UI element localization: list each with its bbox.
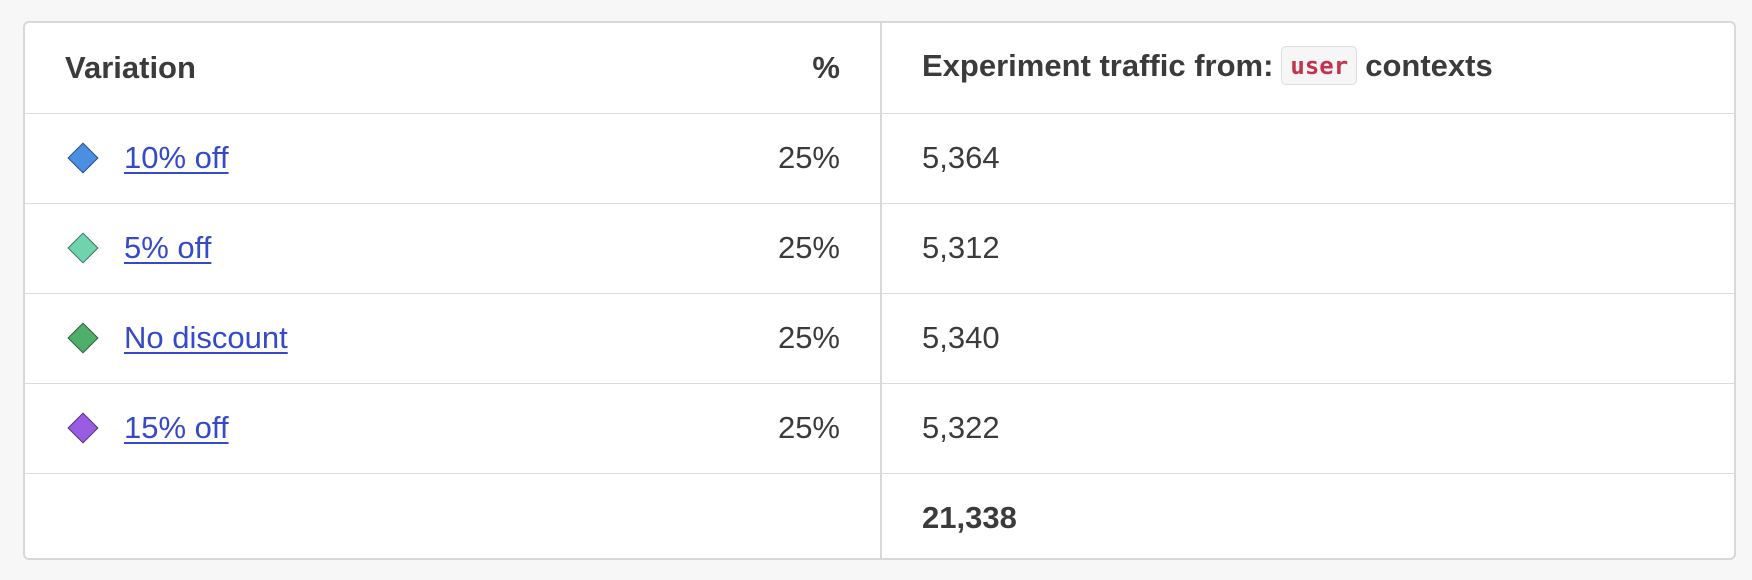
variation-cell: No discount 25% — [25, 293, 881, 384]
variation-cell: 10% off 25% — [25, 113, 881, 204]
variation-column-header: Variation — [65, 49, 196, 85]
traffic-header-prefix: Experiment traffic from: — [922, 48, 1274, 84]
total-spacer-cell — [25, 473, 881, 558]
variation-link[interactable]: 5% off — [124, 230, 212, 265]
traffic-count: 5,340 — [880, 293, 1734, 384]
diamond-icon — [67, 142, 99, 174]
variation-header-cell: Variation % — [25, 23, 881, 114]
total-row: 21,338 — [25, 473, 1734, 558]
variation-link[interactable]: 10% off — [124, 140, 229, 175]
percent-column-header: % — [812, 49, 840, 85]
table-row: 5% off 25% 5,312 — [25, 203, 1734, 294]
diamond-icon — [67, 322, 99, 354]
traffic-count: 5,322 — [880, 383, 1734, 474]
variation-traffic-table: Variation % Experiment traffic from: user… — [25, 23, 1734, 558]
experiment-traffic-panel: Variation % Experiment traffic from: user… — [23, 21, 1736, 560]
variation-percent: 25% — [777, 320, 840, 355]
total-traffic-count: 21,338 — [880, 473, 1734, 558]
variation-link[interactable]: 15% off — [124, 410, 229, 445]
context-kind-code: user — [1281, 46, 1358, 86]
traffic-count: 5,364 — [880, 113, 1734, 204]
variation-cell: 15% off 25% — [25, 383, 881, 474]
table-row: No discount 25% 5,340 — [25, 293, 1734, 384]
variation-cell: 5% off 25% — [25, 203, 881, 294]
diamond-icon — [67, 232, 99, 264]
variation-percent: 25% — [777, 230, 840, 265]
variation-percent: 25% — [777, 410, 840, 445]
diamond-icon — [67, 412, 99, 444]
table-row: 10% off 25% 5,364 — [25, 113, 1734, 204]
variation-link[interactable]: No discount — [124, 320, 288, 355]
traffic-count: 5,312 — [880, 203, 1734, 294]
traffic-column-header: Experiment traffic from: user contexts — [880, 23, 1734, 114]
table-row: 15% off 25% 5,322 — [25, 383, 1734, 474]
variation-percent: 25% — [777, 140, 840, 175]
traffic-header-suffix: contexts — [1365, 48, 1493, 84]
table-header-row: Variation % Experiment traffic from: user… — [25, 23, 1734, 114]
